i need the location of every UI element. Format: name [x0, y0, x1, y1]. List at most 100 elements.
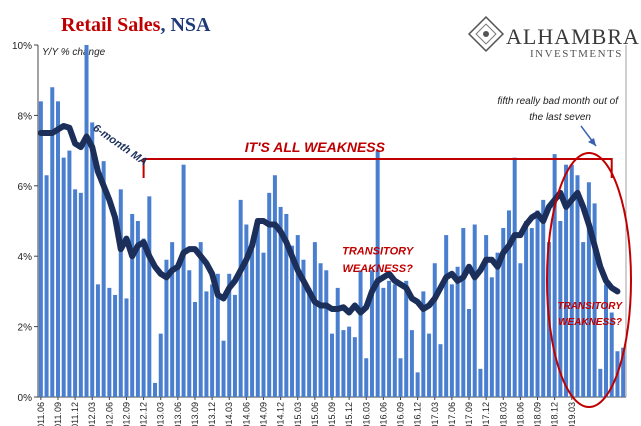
- x-tick-label: 2016.12: [413, 402, 423, 426]
- bar: [586, 182, 591, 397]
- chart-title: Retail Sales, NSA: [61, 14, 210, 37]
- bar: [569, 164, 574, 397]
- bar: [421, 291, 426, 397]
- bar: [238, 199, 243, 397]
- bar: [164, 259, 169, 397]
- bar: [210, 284, 215, 397]
- bar: [124, 298, 129, 397]
- bar: [227, 273, 232, 397]
- bar: [364, 358, 369, 397]
- bar: [130, 213, 135, 397]
- bar: [295, 235, 300, 397]
- y-tick-label: 8%: [18, 111, 33, 122]
- x-tick-label: 2012.03: [87, 402, 97, 426]
- bar: [221, 340, 226, 397]
- bar: [324, 270, 329, 397]
- bar: [261, 252, 266, 397]
- weakness-bracket: [142, 158, 613, 178]
- bar: [78, 192, 83, 397]
- x-tick-label: 2013.06: [173, 402, 183, 426]
- bar: [444, 235, 449, 397]
- x-tick-label: 2011.09: [53, 402, 63, 426]
- bar: [44, 175, 49, 397]
- bar: [147, 196, 152, 397]
- bar: [141, 238, 146, 397]
- bar: [518, 263, 523, 397]
- bar: [495, 252, 500, 397]
- bar: [113, 294, 118, 397]
- bar: [198, 242, 203, 397]
- bar: [581, 242, 586, 397]
- logo-name: ALHAMBRA: [506, 24, 640, 49]
- x-tick-label: 2016.06: [378, 402, 388, 426]
- bar: [153, 382, 158, 397]
- transitory-annotation-1-line2: WEAKNESS?: [343, 263, 414, 275]
- bar: [307, 287, 312, 397]
- bar: [250, 249, 255, 397]
- x-tick-label: 2016.09: [396, 402, 406, 426]
- bar: [278, 206, 283, 397]
- bar: [67, 150, 72, 397]
- bar: [341, 330, 346, 397]
- note-line1: fifth really bad month out of: [497, 96, 619, 107]
- bar: [175, 263, 180, 397]
- bar: [158, 333, 163, 397]
- transitory-annotation-2-line1: TRANSITORY: [557, 301, 623, 312]
- bar: [170, 242, 175, 397]
- transitory-annotation-2-line2: WEAKNESS?: [558, 317, 622, 328]
- bar: [358, 270, 363, 397]
- x-tick-label: 2014.03: [224, 402, 234, 426]
- x-tick-label: 2012.06: [104, 402, 114, 426]
- bar: [604, 284, 609, 397]
- x-tick-label: 2011.06: [36, 402, 46, 426]
- bar: [387, 280, 392, 397]
- bar: [192, 301, 197, 397]
- bar: [255, 221, 260, 397]
- bar: [84, 45, 89, 397]
- bar: [409, 330, 414, 397]
- bar: [73, 189, 78, 397]
- headline-annotation: IT'S ALL WEAKNESS: [245, 139, 386, 155]
- bar: [369, 270, 374, 397]
- bar: [215, 273, 220, 397]
- x-tick-label: 2013.03: [156, 402, 166, 426]
- bar: [204, 291, 209, 397]
- bar: [484, 235, 489, 397]
- x-tick-label: 2018.09: [533, 402, 543, 426]
- x-tick-label: 2018.06: [515, 402, 525, 426]
- ma-line: [37, 122, 621, 316]
- bar: [478, 368, 483, 397]
- x-tick-label: 2015.09: [327, 402, 337, 426]
- bar: [284, 213, 289, 397]
- bar: [598, 368, 603, 397]
- bar: [501, 228, 506, 397]
- chart-title-sub: , NSA: [160, 14, 211, 36]
- bar: [621, 347, 626, 397]
- x-tick-label: 2018.03: [498, 402, 508, 426]
- note-arrow-head: [588, 138, 596, 146]
- bar: [529, 228, 534, 397]
- y-tick-label: 0%: [18, 393, 33, 404]
- emphasis-ellipse: [546, 152, 632, 408]
- bar: [467, 309, 472, 397]
- bar: [381, 287, 386, 397]
- ma-label: 6-month MA: [90, 122, 149, 168]
- x-tick-label: 2012.09: [121, 402, 131, 426]
- x-tick-label: 2019.03: [567, 402, 577, 426]
- bar: [272, 175, 277, 397]
- bar: [432, 263, 437, 397]
- bar: [318, 263, 323, 397]
- bar: [290, 245, 295, 397]
- bar: [541, 199, 546, 397]
- bar: [472, 224, 477, 397]
- bar: [95, 284, 100, 397]
- bar: [330, 333, 334, 397]
- bar: [398, 358, 403, 397]
- bar: [552, 154, 557, 397]
- bar: [375, 150, 380, 397]
- y-tick-label: 2%: [18, 323, 33, 334]
- bar: [312, 242, 317, 397]
- y-tick-label: 10%: [12, 41, 32, 52]
- x-tick-label: 2017.09: [464, 402, 474, 426]
- x-tick-label: 2015.03: [293, 402, 303, 426]
